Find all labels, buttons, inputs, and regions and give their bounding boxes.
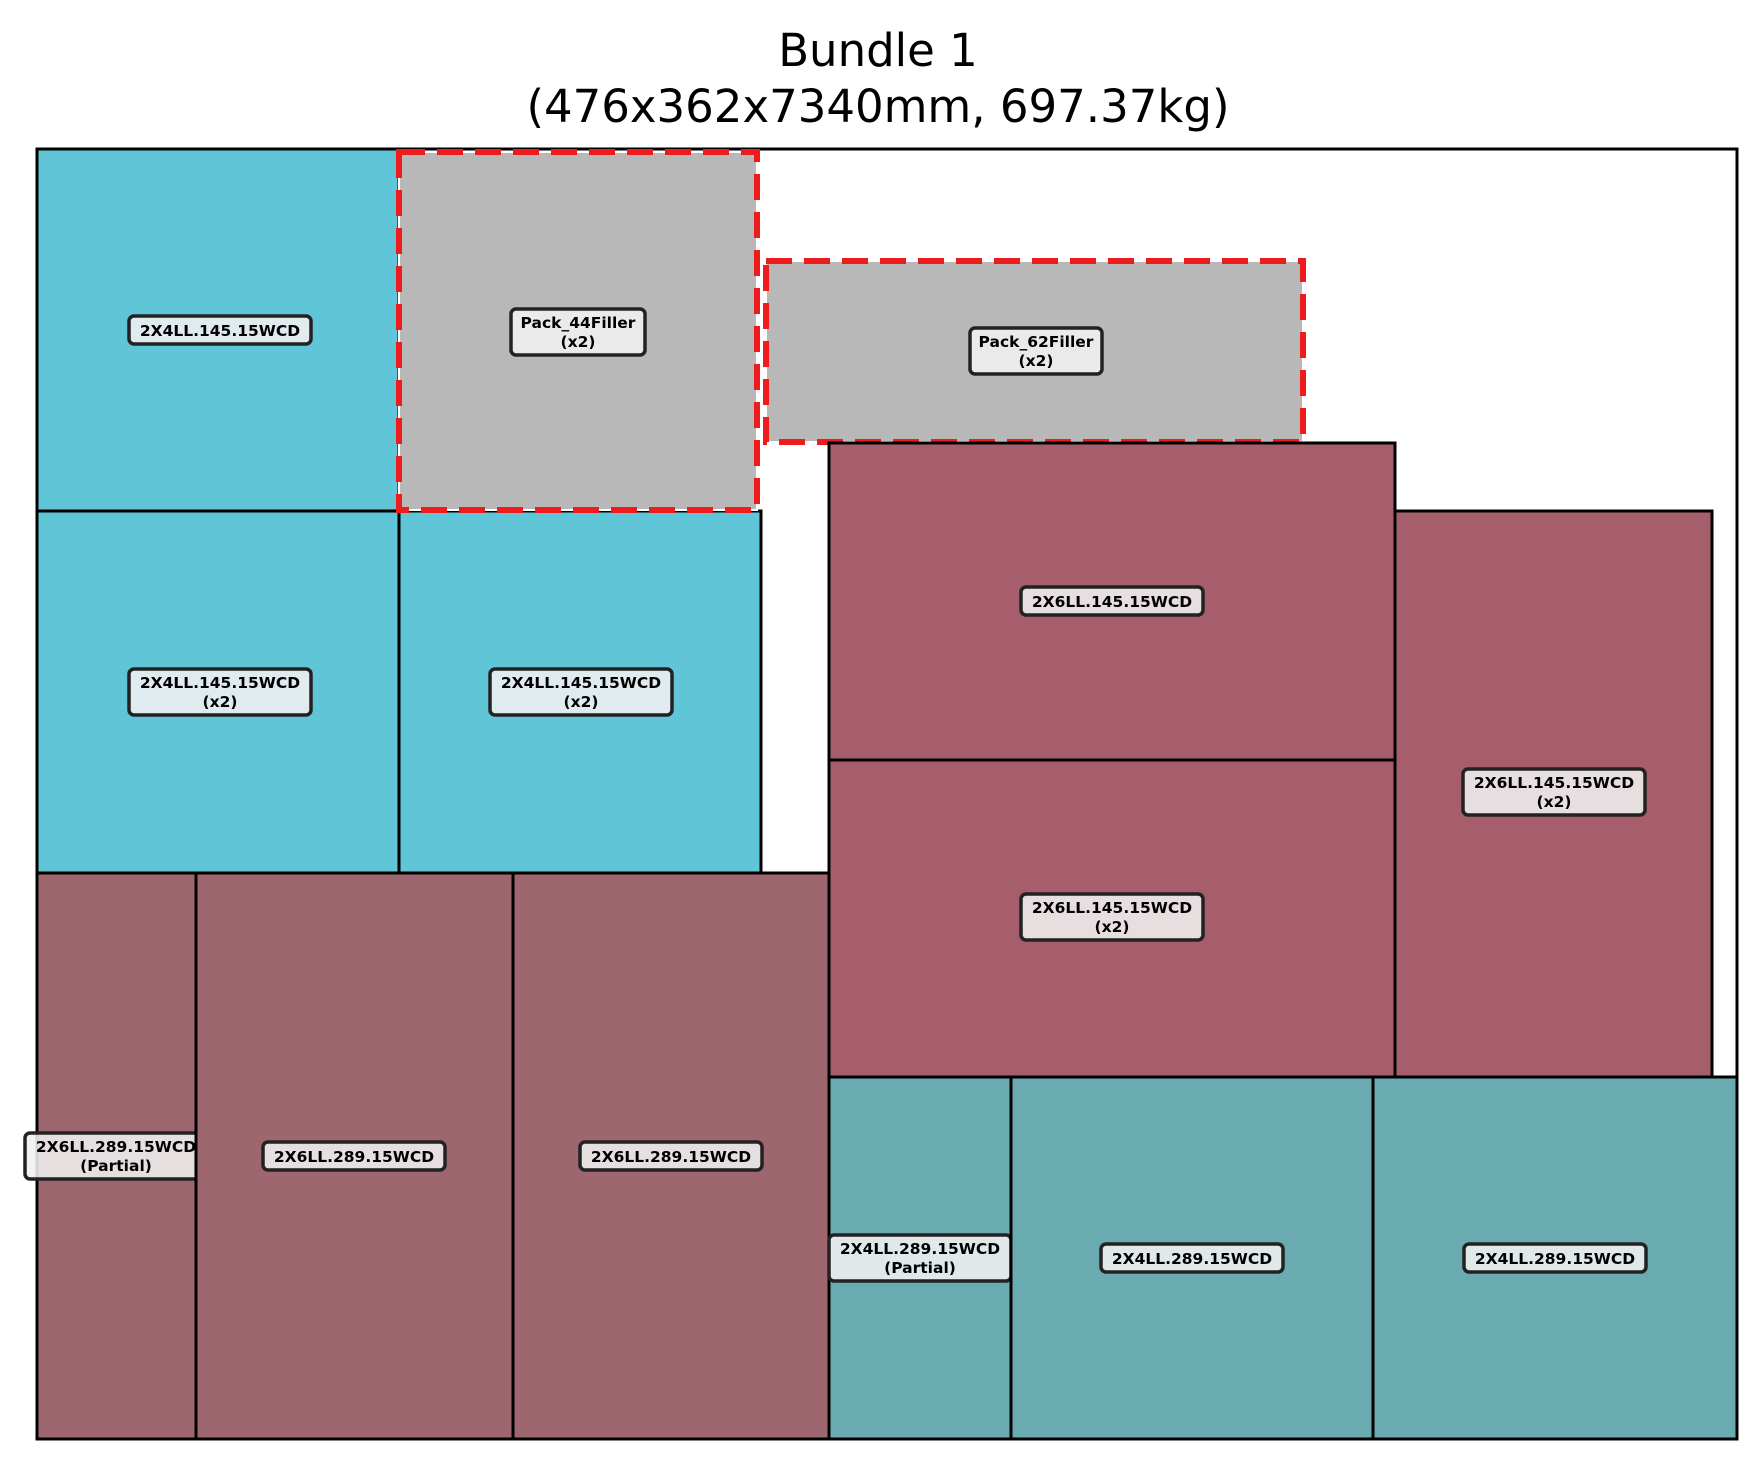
piece-label-box (127, 667, 313, 717)
piece-label-box (1099, 1242, 1285, 1274)
piece-4: Pack_44Filler(x2) (396, 149, 760, 513)
piece-label: 2X6LL.289.15WCD (36, 1138, 196, 1156)
diagram-title-line2: (476x362x7340mm, 697.37kg) (526, 80, 1229, 133)
piece-label: Pack_44Filler (521, 314, 636, 332)
piece-label: Pack_62Filler (979, 333, 1094, 351)
piece-11: 2X6LL.289.15WCD (511, 871, 831, 1441)
diagram-title-line1: Bundle 1 (778, 24, 978, 77)
piece-label-box (1462, 1242, 1648, 1274)
piece-2: 2X4LL.145.15WCD(x2) (35, 509, 401, 875)
piece-12: 2X4LL.289.15WCD(Partial) (827, 1075, 1013, 1441)
piece-label-sub: (x2) (203, 693, 238, 711)
piece-label: 2X6LL.145.15WCD (1032, 593, 1192, 611)
piece-1: 2X4LL.145.15WCD (35, 147, 401, 513)
piece-label-box (578, 1140, 764, 1172)
piece-label-box (1019, 585, 1205, 617)
piece-label-box (488, 667, 674, 717)
piece-6: 2X6LL.145.15WCD (827, 441, 1397, 762)
piece-label: 2X6LL.289.15WCD (591, 1148, 751, 1166)
piece-label-sub: (Partial) (80, 1157, 152, 1175)
piece-label: 2X6LL.145.15WCD (1032, 899, 1192, 917)
piece-3: 2X4LL.145.15WCD(x2) (397, 509, 763, 875)
piece-label: 2X4LL.289.15WCD (1475, 1250, 1635, 1268)
piece-label-sub: (Partial) (884, 1259, 956, 1277)
piece-label-box (968, 326, 1104, 376)
piece-label: 2X6LL.289.15WCD (274, 1148, 434, 1166)
piece-label: 2X4LL.145.15WCD (501, 674, 661, 692)
piece-label: 2X4LL.289.15WCD (1112, 1250, 1272, 1268)
piece-label: 2X4LL.145.15WCD (140, 322, 300, 340)
piece-label-sub: (x2) (1019, 352, 1054, 370)
piece-label-box (127, 314, 313, 346)
piece-14: 2X4LL.289.15WCD (1371, 1075, 1739, 1441)
piece-label-box (1461, 767, 1647, 817)
piece-label: 2X4LL.289.15WCD (840, 1240, 1000, 1258)
piece-label-box (1019, 892, 1205, 942)
pieces-layer: 2X4LL.145.15WCD2X4LL.145.15WCD(x2)2X4LL.… (23, 147, 1739, 1441)
piece-8: 2X6LL.145.15WCD(x2) (1393, 509, 1714, 1079)
piece-9: 2X6LL.289.15WCD(Partial) (23, 871, 209, 1441)
filler-dashed-border (396, 149, 760, 513)
piece-10: 2X6LL.289.15WCD (194, 871, 515, 1441)
piece-label: 2X4LL.145.15WCD (140, 674, 300, 692)
filler-dashed-border (763, 258, 1306, 445)
piece-label-box (509, 307, 647, 357)
piece-rect (1009, 1075, 1375, 1441)
piece-label-sub: (x2) (561, 333, 596, 351)
piece-label-sub: (x2) (1537, 793, 1572, 811)
piece-7: 2X6LL.145.15WCD(x2) (827, 758, 1397, 1079)
piece-label-sub: (x2) (564, 693, 599, 711)
piece-5: Pack_62Filler(x2) (763, 258, 1306, 445)
piece-label-box (261, 1140, 447, 1172)
piece-13: 2X4LL.289.15WCD (1009, 1075, 1375, 1441)
piece-label-sub: (x2) (1095, 918, 1130, 936)
piece-label: 2X6LL.145.15WCD (1474, 774, 1634, 792)
